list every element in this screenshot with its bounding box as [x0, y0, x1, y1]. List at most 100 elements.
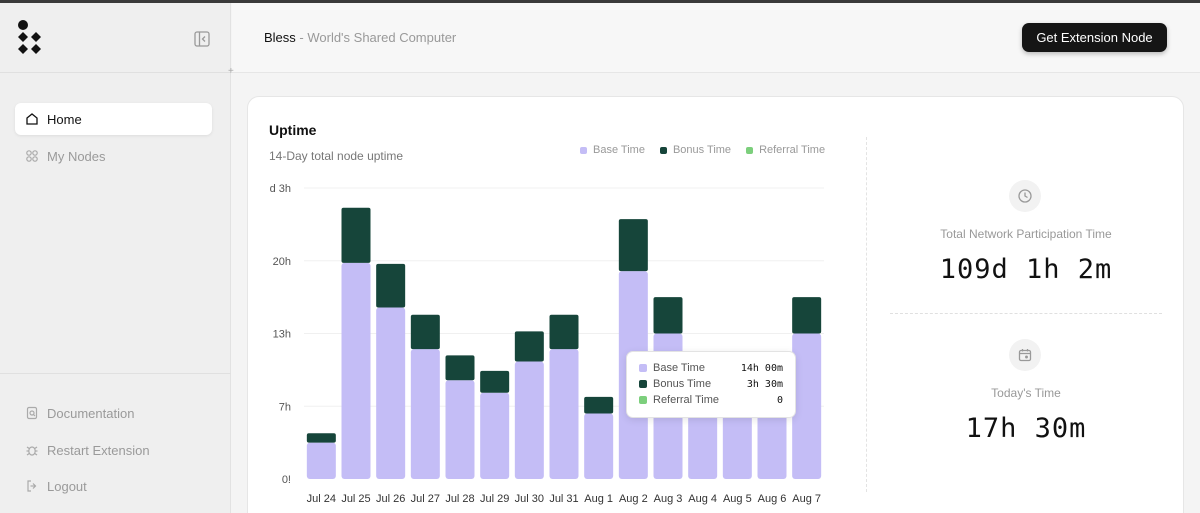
tooltip-label: Referral Time [653, 394, 720, 406]
card-divider [866, 137, 867, 492]
tooltip-value: 0 [776, 394, 783, 406]
window-top-border [0, 0, 1200, 3]
tooltip-row-base: Base Time 14h 00m [639, 360, 783, 376]
sidebar-item-label: My Nodes [47, 148, 106, 164]
stats-divider [890, 313, 1162, 314]
total-participation-value: 109d 1h 2m [939, 254, 1113, 285]
chart-tooltip: Base Time 14h 00m Bonus Time 3h 30m Referr… [626, 351, 796, 418]
logout-icon [27, 480, 37, 492]
sidebar-item-label: Logout [47, 478, 87, 494]
legend-item-referral[interactable]: Referral Time [746, 144, 825, 156]
uptime-title: Uptime [269, 122, 317, 138]
x-tick-label: Aug 3 [654, 493, 683, 505]
sidebar-item-label: Restart Extension [47, 442, 150, 458]
sidebar-item-restart-extension[interactable]: Restart Extension [15, 434, 212, 466]
x-tick-label: Jul 30 [515, 493, 544, 505]
x-tick-label: Aug 5 [723, 493, 752, 505]
x-tick-label: Aug 4 [688, 493, 717, 505]
uptime-subtitle: 14-Day total node uptime [269, 149, 404, 163]
bar-segment [549, 349, 579, 479]
legend-label: Bonus Time [672, 144, 732, 156]
document-icon [26, 406, 38, 420]
sidebar-item-logout[interactable]: Logout [15, 470, 212, 502]
bar-segment [306, 442, 336, 479]
bar-segment [584, 396, 614, 414]
legend-item-bonus[interactable]: Bonus Time [659, 144, 732, 156]
clock-icon [1009, 180, 1041, 212]
x-tick-label: Aug 6 [758, 493, 787, 505]
bar-segment [792, 333, 822, 479]
sidebar: Home My Nodes Documentation Restart Exte… [0, 3, 231, 513]
bar-segment [792, 297, 822, 334]
bar-segment [410, 314, 440, 350]
bar-segment [653, 297, 683, 334]
x-tick-label: Jul 28 [445, 493, 474, 505]
tooltip-label: Base Time [653, 362, 705, 374]
get-extension-node-button[interactable]: Get Extension Node [1022, 23, 1167, 52]
y-tick-label: 7h [279, 401, 291, 413]
bless-logo [18, 20, 41, 54]
bar-segment [514, 331, 544, 362]
x-tick-label: Jul 31 [549, 493, 578, 505]
sidebar-item-label: Home [47, 111, 82, 127]
page-title: Bless - World's Shared Computer [264, 30, 456, 45]
bar-segment [480, 370, 510, 393]
bar-segment [341, 262, 371, 479]
sidebar-divider [0, 373, 231, 374]
bar-segment [445, 380, 475, 479]
tooltip-value: 3h 30m [746, 378, 783, 390]
tooltip-label: Bonus Time [653, 378, 712, 390]
x-tick-label: Jul 25 [341, 493, 370, 505]
y-tick-label: 13h [273, 329, 291, 341]
sidebar-collapse-icon[interactable] [193, 30, 211, 48]
sidebar-divider [0, 72, 231, 73]
tooltip-row-referral: Referral Time 0 [639, 392, 783, 408]
tooltip-swatch [639, 380, 647, 388]
bar-segment [376, 263, 406, 308]
bar-segment [445, 355, 475, 381]
bar-segment [341, 207, 371, 263]
sidebar-item-my-nodes[interactable]: My Nodes [15, 140, 212, 172]
x-tick-label: Aug 1 [584, 493, 613, 505]
bar-segment [410, 349, 440, 479]
legend-swatch [580, 146, 587, 154]
uptime-card: Uptime 14-Day total node uptime Base Tim… [247, 96, 1184, 513]
uptime-chart: 0! 7h 13h 20h d 3h Jul 24 Jul 25 Jul 26 Jul 27 Ju… [270, 183, 824, 505]
top-header: Bless - World's Shared Computer Get Exte… [232, 3, 1200, 73]
tooltip-swatch [639, 364, 647, 372]
y-tick-label: 20h [273, 256, 291, 268]
legend-label: Base Time [593, 144, 645, 156]
plus-mark: + [228, 66, 234, 77]
x-tick-label: Jul 29 [480, 493, 509, 505]
x-tick-label: Aug 2 [619, 493, 648, 505]
total-participation-label: Total Network Participation Time [940, 227, 1112, 241]
bug-icon [26, 446, 38, 456]
y-tick-label: d 3h [270, 183, 291, 195]
legend-item-base[interactable]: Base Time [580, 144, 645, 156]
legend-swatch [659, 146, 667, 154]
tooltip-swatch [639, 396, 647, 404]
legend-swatch [746, 146, 754, 154]
x-tick-label: Jul 26 [376, 493, 405, 505]
y-tick-label: 0! [282, 474, 291, 486]
chart-legend: Base Time Bonus Time Referral Time [580, 144, 825, 156]
today-time-value: 17h 30m [965, 413, 1087, 444]
x-tick-label: Aug 7 [792, 493, 821, 505]
sidebar-item-label: Documentation [47, 405, 135, 421]
bar-segment [618, 219, 648, 272]
today-time-label: Today's Time [991, 386, 1061, 400]
home-icon [26, 113, 38, 125]
legend-label: Referral Time [759, 144, 826, 156]
x-tick-label: Jul 24 [307, 493, 336, 505]
x-tick-label: Jul 27 [411, 493, 440, 505]
bar-segment [549, 314, 579, 350]
sidebar-item-home[interactable]: Home [15, 103, 212, 135]
bar-segment [514, 361, 544, 479]
nodes-icon [26, 150, 38, 162]
sidebar-item-documentation[interactable]: Documentation [15, 397, 212, 429]
brand-tagline: - World's Shared Computer [295, 30, 457, 45]
bar-segment [584, 413, 614, 479]
calendar-icon [1009, 339, 1041, 371]
tooltip-row-bonus: Bonus Time 3h 30m [639, 376, 783, 392]
tooltip-value: 14h 00m [740, 362, 783, 374]
